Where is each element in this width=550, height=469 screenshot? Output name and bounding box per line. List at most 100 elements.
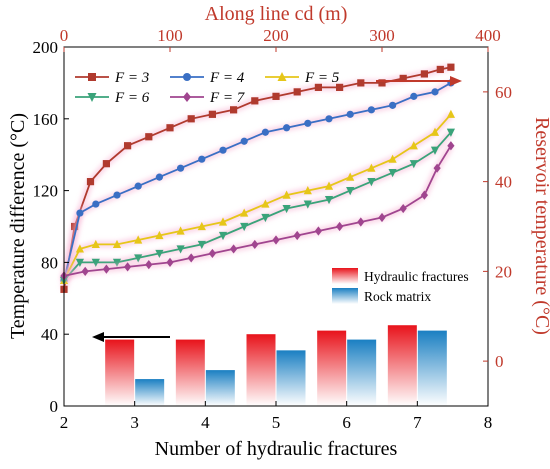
legend-bar-label: Hydraulic fractures bbox=[364, 269, 469, 284]
line-marker bbox=[112, 239, 122, 249]
lines-layer bbox=[59, 63, 455, 293]
line-marker bbox=[282, 190, 291, 199]
line-marker bbox=[240, 208, 249, 217]
line-marker bbox=[430, 127, 440, 136]
line-marker bbox=[336, 221, 344, 232]
line-marker bbox=[431, 88, 439, 96]
line-marker bbox=[389, 101, 397, 109]
line-marker bbox=[357, 79, 365, 87]
legend-bar-swatch bbox=[332, 288, 358, 304]
y-tick-label: 200 bbox=[33, 38, 59, 57]
line-marker bbox=[420, 70, 428, 78]
line-marker bbox=[183, 73, 191, 81]
legend-line-label: F = 3 bbox=[114, 70, 149, 86]
left-axis-label: Temperature difference (°C) bbox=[7, 113, 29, 339]
right-tick-label: 0 bbox=[495, 352, 504, 371]
bar-rock-matrix bbox=[276, 350, 306, 406]
line-marker bbox=[261, 199, 270, 208]
bar-hydraulic-fractures bbox=[105, 339, 135, 406]
line-marker bbox=[102, 160, 110, 168]
line-marker bbox=[155, 249, 164, 259]
top-tick-label: 0 bbox=[60, 26, 69, 45]
line-marker bbox=[430, 146, 440, 155]
line-marker bbox=[314, 226, 322, 236]
line-marker bbox=[240, 137, 248, 145]
line-marker bbox=[240, 222, 249, 232]
line-marker bbox=[325, 115, 333, 123]
bars-layer bbox=[105, 325, 447, 406]
series-line bbox=[63, 113, 452, 281]
line-marker bbox=[91, 258, 100, 267]
line-marker bbox=[446, 128, 455, 137]
line-marker bbox=[197, 221, 206, 231]
y-tick-label: 0 bbox=[50, 397, 59, 416]
legend-line-label: F = 6 bbox=[114, 90, 150, 106]
y-tick-label: 40 bbox=[41, 325, 58, 344]
line-marker bbox=[399, 203, 407, 214]
bar-hydraulic-fractures bbox=[317, 330, 347, 406]
line-marker bbox=[87, 93, 97, 102]
line-marker bbox=[420, 190, 428, 200]
series-line bbox=[63, 145, 452, 277]
line-marker bbox=[304, 119, 312, 127]
line-marker bbox=[88, 73, 96, 81]
top-axis-label: Along line cd (m) bbox=[205, 3, 348, 25]
x-tick-label: 4 bbox=[201, 413, 210, 432]
left-axis-arrow bbox=[92, 332, 170, 342]
right-tick-label: 20 bbox=[495, 262, 512, 281]
line-marker bbox=[113, 191, 121, 199]
line-legend: F = 3 F = 4 F = 5 F = 6 F = 7 bbox=[75, 70, 340, 106]
line-marker bbox=[92, 200, 100, 208]
right-tick-label: 60 bbox=[495, 83, 512, 102]
line-marker bbox=[367, 178, 376, 187]
line-marker bbox=[176, 226, 185, 235]
line-marker bbox=[198, 155, 206, 163]
x-tick-label: 5 bbox=[272, 413, 281, 432]
series-line bbox=[63, 131, 452, 281]
legend-line-label: F = 4 bbox=[209, 70, 245, 86]
line-marker bbox=[346, 187, 355, 196]
bar-rock-matrix bbox=[205, 370, 235, 406]
line-marker bbox=[176, 245, 185, 254]
line-marker bbox=[447, 63, 455, 71]
line-marker bbox=[272, 235, 280, 245]
line-marker bbox=[86, 178, 95, 186]
y-tick-label: 80 bbox=[41, 253, 58, 272]
line-marker bbox=[346, 110, 354, 118]
line-marker bbox=[81, 266, 89, 276]
line-marker bbox=[446, 109, 455, 118]
line-marker bbox=[155, 173, 163, 181]
line-marker bbox=[91, 239, 100, 249]
line-marker bbox=[367, 163, 376, 172]
y-tick-label: 120 bbox=[33, 182, 59, 201]
line-marker bbox=[134, 254, 143, 263]
line-marker bbox=[399, 74, 407, 83]
line-marker bbox=[261, 213, 270, 223]
x-tick-label: 7 bbox=[413, 413, 422, 432]
right-axis-label: Reservoir temperature (°C) bbox=[531, 117, 550, 335]
x-tick-label: 3 bbox=[130, 413, 139, 432]
line-marker bbox=[433, 163, 441, 173]
line-marker bbox=[218, 231, 228, 241]
line-marker bbox=[75, 244, 84, 253]
line-marker bbox=[134, 235, 143, 244]
line-marker bbox=[134, 182, 142, 190]
line-marker bbox=[219, 146, 227, 154]
line-marker bbox=[145, 260, 153, 270]
top-tick-label: 400 bbox=[475, 26, 501, 45]
legend-line-label: F = 5 bbox=[304, 70, 340, 86]
bar-rock-matrix bbox=[347, 339, 377, 406]
line-marker bbox=[336, 83, 344, 91]
line-marker bbox=[436, 65, 444, 74]
bar-rock-matrix bbox=[417, 330, 447, 406]
line-marker bbox=[346, 172, 355, 181]
line-marker bbox=[388, 169, 397, 178]
line-marker bbox=[378, 79, 386, 87]
line-marker bbox=[324, 195, 334, 205]
top-tick-label: 300 bbox=[369, 26, 395, 45]
line-marker bbox=[293, 88, 301, 96]
x-tick-label: 8 bbox=[484, 413, 493, 432]
line-marker bbox=[124, 142, 132, 150]
line-marker bbox=[183, 92, 191, 102]
